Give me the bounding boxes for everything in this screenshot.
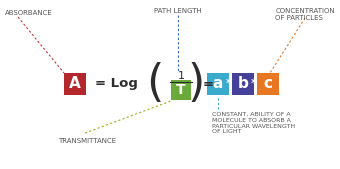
Text: *: *: [226, 78, 232, 91]
Text: =: =: [203, 78, 214, 91]
Text: b: b: [238, 77, 249, 91]
Bar: [257, 73, 279, 95]
Bar: [232, 73, 254, 95]
Bar: [171, 80, 191, 100]
Bar: [64, 73, 86, 95]
Text: a: a: [213, 77, 223, 91]
Text: A: A: [69, 77, 81, 91]
Text: T: T: [176, 83, 186, 97]
Text: ABSORBANCE: ABSORBANCE: [5, 10, 53, 16]
Text: PATH LENGTH: PATH LENGTH: [154, 8, 202, 14]
Text: c: c: [264, 77, 272, 91]
Text: CONCENTRATION
OF PARTICLES: CONCENTRATION OF PARTICLES: [275, 8, 335, 21]
Text: TRANSMITTANCE: TRANSMITTANCE: [58, 138, 116, 144]
Text: = Log: = Log: [95, 78, 138, 91]
Text: 1: 1: [177, 71, 185, 81]
Bar: [207, 73, 229, 95]
Text: ): ): [187, 63, 205, 105]
Text: CONSTANT, ABILITY OF A
MOLECULE TO ABSORB A
PARTICULAR WAVELENGTH
OF LIGHT: CONSTANT, ABILITY OF A MOLECULE TO ABSOR…: [212, 112, 295, 134]
Text: *: *: [251, 78, 257, 91]
Text: (: (: [146, 63, 164, 105]
